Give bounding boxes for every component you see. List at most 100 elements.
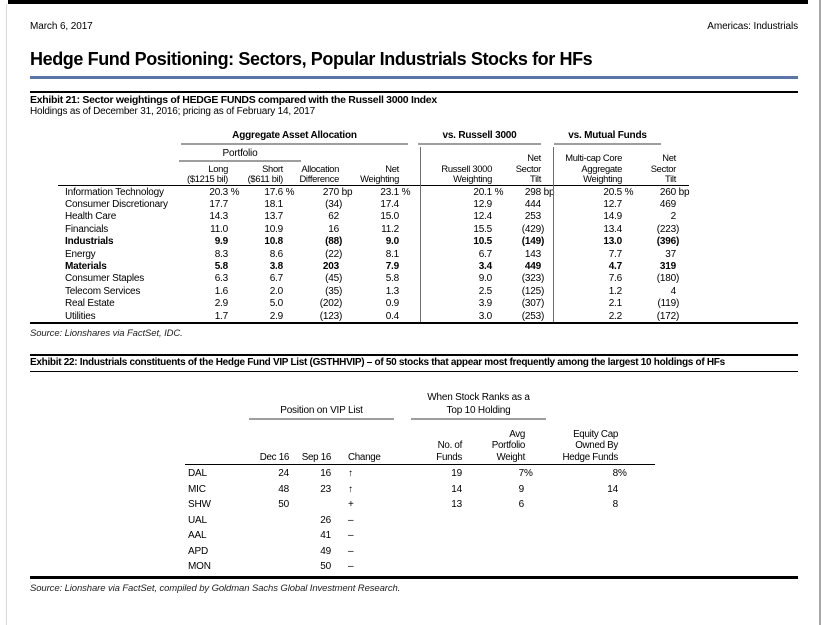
table-cell: 1.6 — [214, 285, 229, 297]
exhibit21-source: Source: Lionshares via FactSet, IDC. — [30, 328, 183, 339]
group-underline — [249, 418, 394, 420]
change-indicator: – — [348, 545, 354, 557]
table-cell: 41 — [320, 530, 331, 542]
col-header-multicap-core-aggregate-weighting: Multi-cap Core Aggregate Weighting — [565, 152, 622, 185]
table-cell: (307) — [521, 298, 545, 310]
col-header-spacer — [62, 147, 182, 185]
table-cell — [532, 530, 626, 541]
table-cell: 17.6 % — [264, 186, 295, 198]
table-cell: 2 — [670, 211, 677, 223]
table-cell: 13 — [451, 499, 462, 511]
ticker: DAL — [188, 468, 207, 480]
sector-name: Financials — [65, 223, 109, 235]
table-cell: 9.0 — [478, 273, 493, 285]
table-cell: 50 — [278, 499, 289, 511]
ticker: MIC — [188, 483, 206, 495]
table-cell: 8 — [612, 499, 619, 511]
change-indicator: ↑ — [348, 483, 353, 495]
table-cell: 14 — [607, 483, 618, 495]
sector-name: Real Estate — [65, 298, 115, 310]
table-cell: 0.4 — [385, 310, 400, 322]
table-cell: 2.5 — [478, 285, 493, 297]
table-cell: 3.0 — [478, 310, 493, 322]
table-cell: 319 — [659, 261, 676, 273]
table-cell: 12.9 — [473, 199, 492, 211]
page-right-edge — [819, 0, 821, 625]
table-cell: 2.9 — [214, 298, 229, 310]
table-cell — [532, 561, 626, 572]
group-underline — [418, 143, 541, 145]
table-cell: 0.9 — [385, 298, 400, 310]
table-cell: 18.1 — [264, 199, 283, 211]
table-cell: (123) — [319, 310, 343, 322]
table-cell — [464, 546, 532, 557]
table-cell: 13.0 — [603, 236, 622, 248]
table-cell: (88) — [325, 236, 343, 248]
table-cell: 15.5 — [473, 223, 492, 235]
group-vs-mutual-funds: vs. Mutual Funds — [568, 130, 647, 141]
table-cell: 8.1 — [385, 248, 400, 260]
sector-name: Materials — [65, 261, 107, 273]
table-cell: 9 — [518, 483, 525, 495]
exhibit21-top-rule — [30, 91, 798, 93]
table-cell: 20.5 % — [603, 186, 634, 198]
column-divider — [420, 147, 421, 322]
table-cell: 14.9 — [603, 211, 622, 223]
table-cell: 50 — [320, 561, 331, 573]
header-date: March 6, 2017 — [30, 21, 93, 32]
table-cell: 8% — [612, 468, 627, 480]
col-header-change: Change — [348, 451, 381, 463]
exhibit21-title: Exhibit 21: Sector weightings of HEDGE F… — [30, 94, 437, 106]
exhibit21-column-headers: Long ($1215 bil) Short ($611 bil) Allocati… — [62, 147, 689, 185]
table-cell: 7.6 — [608, 273, 623, 285]
table-cell: 469 — [659, 199, 676, 211]
group-underline — [181, 143, 408, 145]
table-cell: (45) — [325, 273, 343, 285]
table-cell: 444 — [524, 199, 541, 211]
ticker: UAL — [188, 514, 207, 526]
table-cell: 1.2 — [608, 285, 623, 297]
group-top-10-holding: Top 10 Holding — [446, 405, 511, 416]
col-header-net-weighting: Net Weighting — [360, 162, 399, 185]
table-cell: 298 bp — [524, 186, 555, 198]
table-cell: 19 — [451, 468, 462, 480]
table-cell: (180) — [656, 273, 680, 285]
sector-name: Consumer Staples — [65, 273, 145, 285]
col-header-no-of-funds: No. of Funds — [436, 440, 462, 463]
table-cell: 10.8 — [264, 236, 283, 248]
group-vs-russell-3000: vs. Russell 3000 — [442, 130, 517, 141]
exhibit22-source: Source: Lionshare via FactSet, compiled … — [30, 583, 401, 594]
sector-name: Industrials — [65, 236, 114, 248]
table-cell: (202) — [319, 298, 343, 310]
table-cell — [464, 561, 532, 572]
ticker: MON — [188, 561, 211, 573]
exhibit22-bottom-rule — [30, 576, 798, 579]
group-when-stock-ranks-line1: When Stock Ranks as a — [427, 392, 530, 403]
table-cell: (22) — [325, 248, 343, 260]
table-cell: 17.4 — [380, 199, 399, 211]
table-cell: 6 — [518, 499, 525, 511]
table-cell: 17.7 — [209, 199, 228, 211]
table-cell: 4 — [670, 285, 677, 297]
exhibit21-bottom-rule — [30, 322, 798, 324]
table-cell: 14 — [451, 483, 462, 495]
table-cell: 203 — [322, 261, 339, 273]
group-portfolio: Portfolio — [222, 148, 258, 159]
table-cell: 6.7 — [269, 273, 284, 285]
exhibit22-title: Exhibit 22: Industrials constituents of … — [30, 357, 725, 368]
header-section: Americas: Industrials — [707, 21, 798, 32]
table-cell: 449 — [524, 261, 541, 273]
table-cell: (34) — [325, 199, 343, 211]
col-header-equity-cap-owned: Equity Cap Owned By Hedge Funds — [562, 428, 618, 463]
exhibit21-subtitle: Holdings as of December 31, 2016; pricin… — [30, 106, 315, 117]
col-header-spacer — [185, 421, 250, 463]
col-header-russell-3000-weighting: Russell 3000 Weighting — [441, 162, 492, 185]
col-header-net-sector-tilt-mf: Net Sector Tilt — [650, 152, 677, 185]
change-indicator: ↑ — [348, 468, 353, 480]
table-cell: 10.5 — [473, 236, 492, 248]
table-cell: 23 — [320, 483, 331, 495]
table-cell: (223) — [656, 223, 680, 235]
sector-name: Telecom Services — [65, 285, 141, 297]
table-cell: 20.3 % — [209, 186, 240, 198]
